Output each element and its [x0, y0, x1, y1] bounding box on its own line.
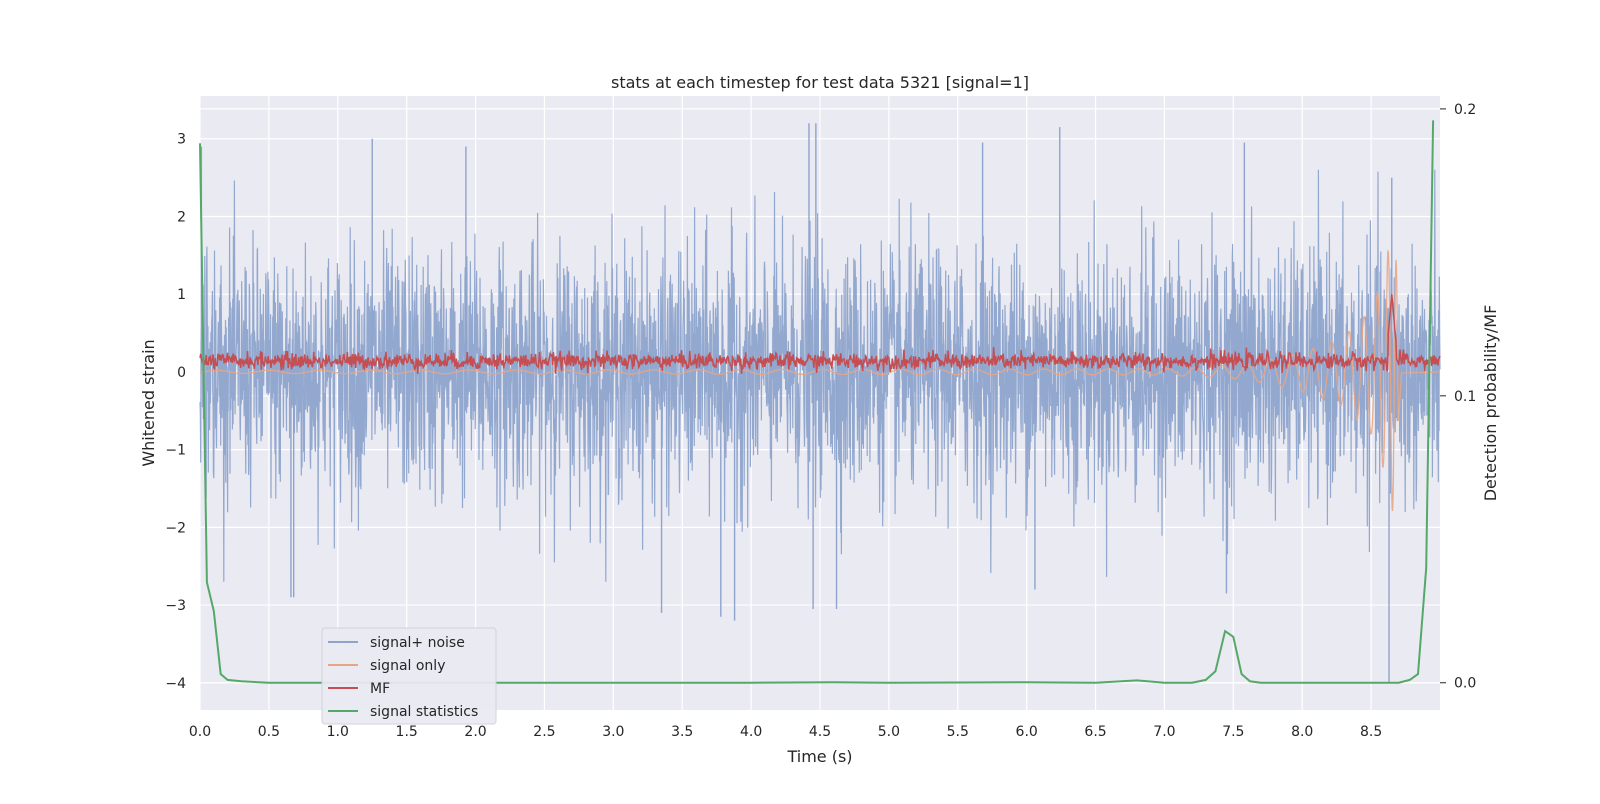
x-tick-label: 7.5 [1222, 724, 1244, 740]
x-tick-label: 3.5 [671, 724, 693, 740]
legend-box [321, 627, 497, 725]
y2-tick-label: 0.0 [1454, 676, 1476, 692]
y-tick-label: −3 [165, 598, 186, 614]
legend: signal+ noise signal only MF signal statist… [321, 627, 497, 725]
tick-labels: 0.0 0.5 1.0 1.5 2.0 2.5 3.0 3.5 4.0 4.5 5.0 5.5 6.0 6… [165, 102, 1476, 740]
y-axis-label: Whitened strain [139, 339, 158, 466]
signal-noise-line [199, 169, 1441, 582]
y-tick-label: −4 [165, 676, 186, 692]
legend-label: signal only [370, 658, 445, 674]
signal-statistics-line [199, 120, 1435, 684]
y-tick-label: 3 [177, 132, 186, 148]
legend-label: signal statistics [370, 704, 478, 720]
legend-label: signal+ noise [370, 635, 465, 651]
x-tick-label: 3.0 [602, 724, 624, 740]
chart-title: stats at each timestep for test data 532… [611, 73, 1029, 92]
x-tick-label: 5.5 [947, 724, 969, 740]
y-tick-label: −1 [165, 443, 186, 459]
mf-line [199, 294, 1441, 375]
y2-tick-label: 0.1 [1454, 389, 1476, 405]
x-tick-label: 8.0 [1291, 724, 1313, 740]
x-tick-label: 1.5 [396, 724, 418, 740]
x-tick-label: 6.0 [1016, 724, 1038, 740]
x-tick-label: 2.0 [464, 724, 486, 740]
x-axis-label: Time (s) [786, 747, 852, 766]
y-tick-label: 0 [177, 365, 186, 381]
legend-label: MF [370, 681, 390, 697]
x-tick-label: 6.5 [1084, 724, 1106, 740]
x-tick-label: 4.0 [740, 724, 762, 740]
signal-only-line [200, 249, 1440, 512]
x-tick-label: 8.5 [1360, 724, 1382, 740]
y2-axis-label: Detection probability/MF [1481, 305, 1500, 502]
series-layer [199, 120, 1441, 684]
x-tick-label: 0.5 [258, 724, 280, 740]
x-tick-label: 0.0 [189, 724, 211, 740]
x-tick-label: 7.0 [1153, 724, 1175, 740]
x-tick-label: 5.0 [878, 724, 900, 740]
y-tick-label: −2 [165, 520, 186, 536]
y-tick-label: 2 [177, 209, 186, 225]
x-tick-label: 2.5 [533, 724, 555, 740]
y2-tick-label: 0.2 [1454, 102, 1476, 118]
x-tick-label: 1.0 [327, 724, 349, 740]
y-tick-label: 1 [177, 287, 186, 303]
x-tick-label: 4.5 [809, 724, 831, 740]
